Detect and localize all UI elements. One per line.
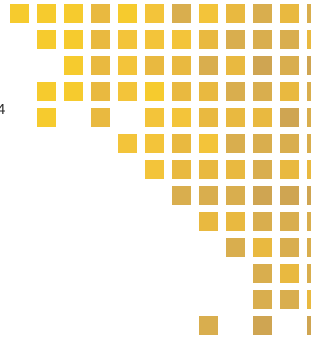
tile [145, 56, 164, 75]
tile [307, 238, 311, 257]
tile [199, 186, 218, 205]
tile [37, 30, 56, 49]
tile [199, 134, 218, 153]
tile [199, 212, 218, 231]
decorative-grid: 4 [0, 0, 311, 347]
tile [226, 186, 245, 205]
tile [253, 4, 272, 23]
tile [253, 186, 272, 205]
tile [226, 82, 245, 101]
tile [145, 82, 164, 101]
tile [118, 134, 137, 153]
tile [307, 186, 311, 205]
tile [226, 238, 245, 257]
tile [91, 108, 110, 127]
tile [172, 4, 191, 23]
tile [307, 108, 311, 127]
tile [280, 238, 299, 257]
tile [118, 4, 137, 23]
tile [307, 212, 311, 231]
tile [172, 30, 191, 49]
tile [145, 108, 164, 127]
tile [307, 30, 311, 49]
tile [307, 316, 311, 335]
tile [172, 160, 191, 179]
tile [280, 82, 299, 101]
tile [280, 264, 299, 283]
tile [226, 212, 245, 231]
tile [172, 186, 191, 205]
tile [172, 134, 191, 153]
tile [64, 56, 83, 75]
tile [307, 4, 311, 23]
tile [307, 134, 311, 153]
tile [226, 56, 245, 75]
tile [172, 82, 191, 101]
tile [253, 134, 272, 153]
tile [280, 56, 299, 75]
tile [199, 82, 218, 101]
tile [307, 160, 311, 179]
tile [91, 56, 110, 75]
tile [307, 290, 311, 309]
tile [64, 4, 83, 23]
tile [91, 82, 110, 101]
tile [307, 82, 311, 101]
tile [280, 290, 299, 309]
tile [253, 316, 272, 335]
tile [280, 4, 299, 23]
tile [37, 108, 56, 127]
tile [118, 30, 137, 49]
tile [10, 4, 29, 23]
tile [199, 4, 218, 23]
tile [199, 108, 218, 127]
tile [253, 82, 272, 101]
tile [280, 212, 299, 231]
tile [226, 4, 245, 23]
tile [253, 108, 272, 127]
tile [199, 56, 218, 75]
tile [226, 160, 245, 179]
tile [226, 108, 245, 127]
tile [199, 316, 218, 335]
tile [199, 30, 218, 49]
tile [145, 30, 164, 49]
tile [118, 82, 137, 101]
tile [199, 160, 218, 179]
tile [118, 56, 137, 75]
tile [253, 30, 272, 49]
tile [145, 134, 164, 153]
tile [64, 30, 83, 49]
tile [253, 160, 272, 179]
tile [253, 290, 272, 309]
tile [172, 56, 191, 75]
tile [226, 134, 245, 153]
page: 4 (() => { const data = JSON.parse(docum… [0, 0, 311, 347]
tile [253, 212, 272, 231]
tile [145, 160, 164, 179]
tile [253, 56, 272, 75]
tile [307, 264, 311, 283]
tile [37, 4, 56, 23]
tile [280, 186, 299, 205]
tile [253, 238, 272, 257]
tile [37, 82, 56, 101]
tile [280, 134, 299, 153]
tile [280, 108, 299, 127]
tile [226, 30, 245, 49]
tile [307, 56, 311, 75]
tile [91, 30, 110, 49]
tile [91, 4, 110, 23]
page-number: 4 [0, 101, 5, 118]
tile [64, 82, 83, 101]
tile [172, 108, 191, 127]
tile [280, 160, 299, 179]
tile [253, 264, 272, 283]
tile [280, 30, 299, 49]
tile [145, 4, 164, 23]
